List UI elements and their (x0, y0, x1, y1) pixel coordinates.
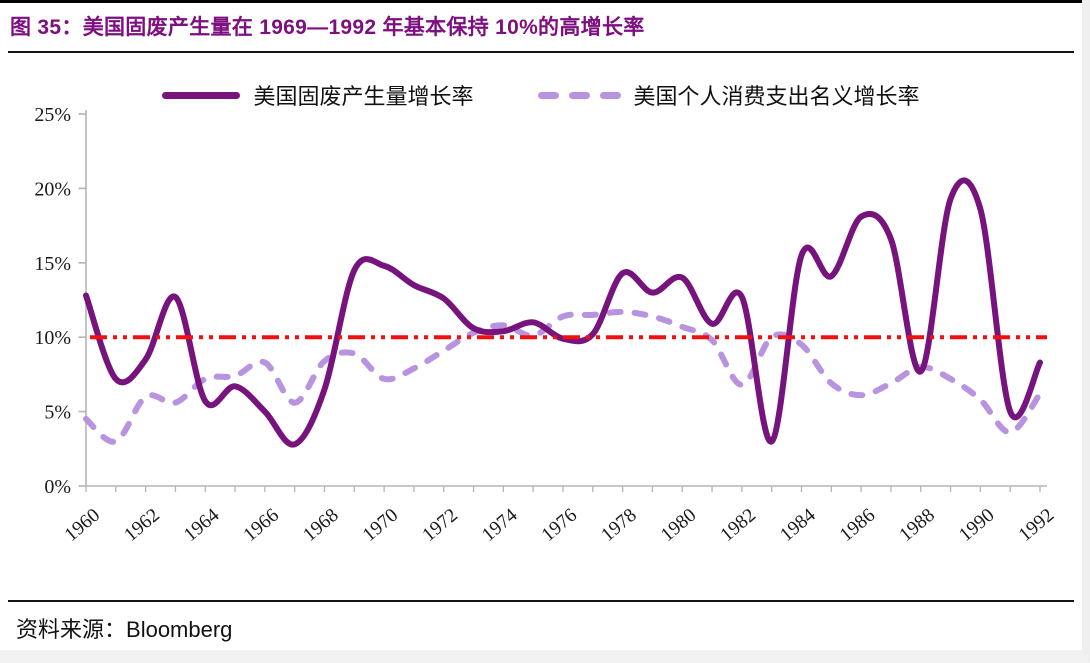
svg-text:1960: 1960 (61, 505, 104, 546)
svg-text:1972: 1972 (419, 505, 462, 546)
source-line: 资料来源：Bloomberg (16, 612, 1082, 644)
svg-text:1978: 1978 (597, 505, 640, 546)
svg-text:1980: 1980 (657, 505, 700, 546)
svg-text:1982: 1982 (717, 505, 760, 546)
svg-text:1988: 1988 (896, 505, 939, 546)
footer-divider (8, 600, 1074, 602)
growth-rate-line-chart: 0% 5% 10% 15% 20% 25% 1960 1962 1964 1966 1968 1970… (34, 104, 1058, 546)
svg-text:1964: 1964 (180, 505, 224, 546)
svg-text:1986: 1986 (836, 505, 880, 546)
svg-text:1966: 1966 (240, 505, 284, 546)
figure-title: 图 35：美国固废产生量在 1969—1992 年基本保持 10%的高增长率 (10, 16, 645, 39)
top-border-bar (0, 0, 1082, 3)
svg-text:1976: 1976 (538, 505, 582, 546)
svg-text:1990: 1990 (955, 505, 998, 546)
chart-area: 0% 5% 10% 15% 20% 25% 1960 1962 1964 1966 1968 1970… (0, 53, 1082, 598)
svg-text:1970: 1970 (359, 505, 402, 546)
source-value: Bloomberg (126, 617, 233, 642)
svg-text:1984: 1984 (776, 505, 820, 546)
svg-text:0%: 0% (44, 476, 71, 498)
svg-text:1968: 1968 (299, 505, 342, 546)
svg-text:1962: 1962 (120, 505, 163, 546)
svg-text:1992: 1992 (1015, 505, 1058, 546)
svg-text:10%: 10% (34, 327, 71, 349)
svg-text:1974: 1974 (478, 505, 522, 546)
svg-text:5%: 5% (44, 402, 71, 424)
svg-text:20%: 20% (34, 178, 71, 200)
source-label: 资料来源： (16, 617, 127, 642)
svg-text:25%: 25% (34, 104, 71, 126)
svg-text:15%: 15% (34, 253, 71, 275)
title-divider (8, 51, 1074, 53)
